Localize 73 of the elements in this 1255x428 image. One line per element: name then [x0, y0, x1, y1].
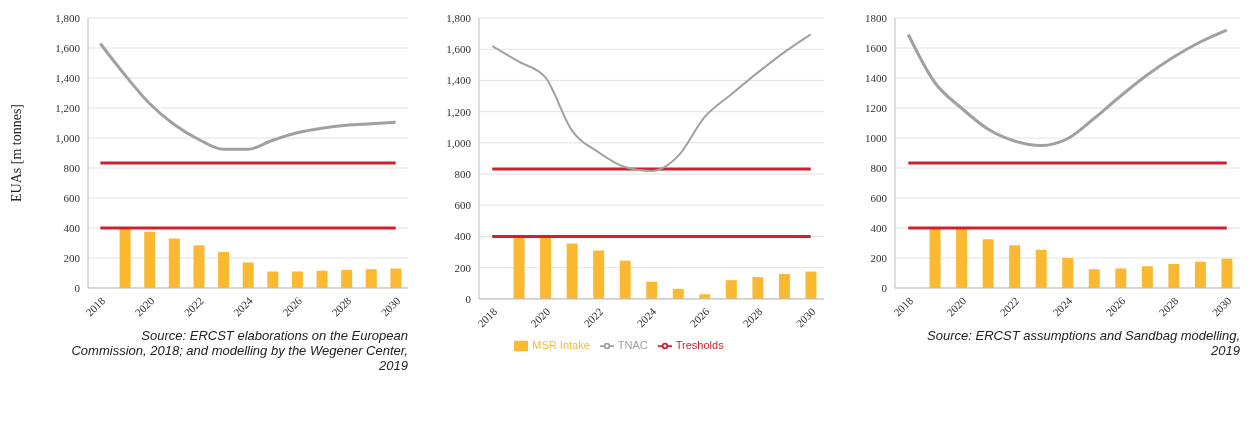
bar	[390, 268, 402, 288]
y-tick-label: 600	[454, 199, 472, 212]
y-tick-label: 1,000	[55, 132, 81, 144]
y-tick-label: 1,400	[55, 72, 81, 84]
bar	[341, 270, 353, 288]
y-tick-label: 1,800	[55, 12, 81, 24]
bar	[291, 271, 303, 288]
bar	[1088, 269, 1100, 288]
bar	[1168, 264, 1180, 288]
bar	[513, 236, 525, 299]
source-note: Source: ERCST assumptions and Sandbag modelling, 2019	[926, 328, 1241, 358]
bar	[193, 245, 205, 288]
y-tick-label: 1,200	[55, 102, 81, 114]
bar	[242, 262, 254, 288]
bar	[805, 271, 817, 299]
y-tick-label: 1,400	[446, 74, 472, 87]
line-series	[491, 33, 812, 172]
legend-label: Tresholds	[675, 338, 724, 351]
bar	[752, 277, 764, 299]
y-tick-label: 200	[63, 252, 81, 264]
bar	[1194, 261, 1206, 288]
bar	[1221, 258, 1233, 288]
bar	[619, 260, 631, 299]
y-tick-label: 200	[870, 252, 888, 264]
legend-label: MSR Intake	[532, 338, 590, 351]
y-tick-label: 1,600	[55, 42, 81, 54]
y-tick-label: 800	[870, 162, 888, 174]
bar	[119, 228, 131, 288]
bar	[982, 239, 994, 288]
bar	[593, 250, 605, 299]
bar	[365, 269, 377, 288]
bar	[929, 228, 941, 288]
source-note: Source: ERCST elaborations on the European Commission, 2018; and modelling by the Wegener Center, 2019	[70, 328, 409, 373]
y-tick-label: 0	[74, 282, 81, 294]
y-tick-label: 1,000	[446, 136, 472, 149]
y-tick-label: 1200	[865, 102, 888, 114]
bar	[778, 273, 790, 299]
y-tick-label: 1,600	[446, 43, 472, 56]
y-tick-label: 1800	[865, 12, 888, 24]
bar	[566, 243, 578, 299]
y-tick-label: 1000	[865, 132, 888, 144]
y-axis-title: EUAs [m tonnes]	[8, 104, 24, 202]
bar	[267, 271, 279, 288]
bar	[1035, 249, 1047, 288]
bar	[956, 228, 968, 288]
y-tick-label: 0	[881, 282, 888, 294]
line-series	[98, 42, 398, 151]
y-tick-label: 400	[63, 222, 81, 234]
bar	[144, 231, 156, 288]
y-tick-label: 800	[454, 168, 472, 181]
bar	[316, 270, 328, 288]
y-tick-label: 0	[465, 292, 472, 305]
y-tick-label: 1,800	[446, 12, 472, 24]
y-tick-label: 1400	[865, 72, 888, 84]
bar	[1009, 245, 1021, 288]
y-tick-label: 800	[63, 162, 81, 174]
bar	[646, 281, 658, 299]
legend-label: TNAC	[617, 338, 648, 351]
y-tick-label: 600	[870, 192, 888, 204]
y-tick-label: 600	[63, 192, 81, 204]
bar	[1115, 268, 1127, 288]
bar	[725, 280, 737, 299]
bar	[540, 236, 552, 299]
y-tick-label: 1600	[865, 42, 888, 54]
line-series	[906, 28, 1229, 147]
y-tick-label: 400	[454, 230, 472, 243]
y-tick-label: 1,200	[446, 105, 472, 118]
bar	[1141, 266, 1153, 288]
bar	[218, 252, 230, 288]
y-tick-label: 200	[454, 261, 472, 274]
y-tick-label: 400	[870, 222, 888, 234]
bar	[168, 238, 180, 288]
bar	[1062, 258, 1074, 288]
